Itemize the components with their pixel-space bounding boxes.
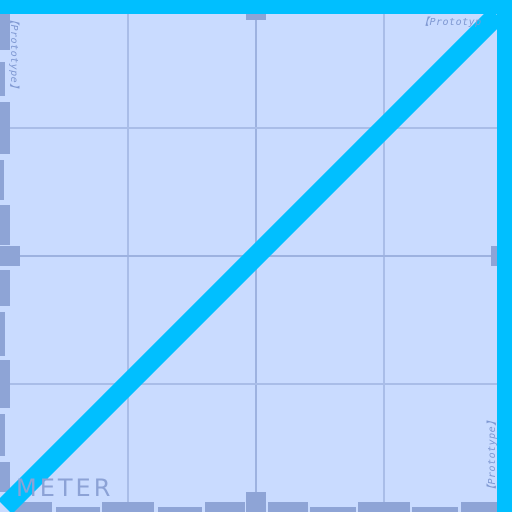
- left-ruler-mark: [0, 360, 10, 408]
- bottom-ruler-mark: [158, 507, 202, 512]
- grid-line-horizontal-1: [0, 127, 512, 129]
- left-ruler-mark: [0, 312, 5, 356]
- bottom-ruler-mark: [246, 492, 266, 512]
- bottom-ruler-mark: [358, 502, 410, 512]
- top-center-tick: [246, 14, 266, 20]
- watermark-bottom-right: 【Prototype】: [487, 415, 498, 495]
- left-ruler-mark: [0, 462, 10, 492]
- left-ruler-mark: [0, 160, 4, 200]
- left-ruler-mark: [0, 246, 20, 266]
- left-ruler-mark: [0, 14, 10, 50]
- left-ruler-mark: [0, 414, 5, 456]
- bottom-ruler-mark: [205, 502, 245, 512]
- meter-needle: [0, 7, 505, 512]
- meter-frame-right: [497, 0, 512, 512]
- left-ruler-mark: [0, 205, 10, 245]
- left-ruler-mark: [0, 270, 10, 306]
- grid-line-horizontal-3: [0, 383, 512, 385]
- bottom-ruler-mark: [56, 507, 100, 512]
- bottom-ruler-mark: [412, 507, 458, 512]
- left-ruler-mark: [0, 102, 10, 154]
- bottom-ruler-mark: [461, 502, 497, 512]
- watermark-top-right: 【Prototyp: [419, 17, 482, 28]
- meter-frame-top: [0, 0, 512, 14]
- bottom-ruler-mark: [102, 502, 154, 512]
- bottom-ruler-mark: [310, 507, 356, 512]
- meter-label: METER: [16, 474, 114, 502]
- bottom-ruler-mark: [268, 502, 308, 512]
- left-ruler-mark: [0, 62, 5, 96]
- bottom-ruler-mark: [14, 502, 52, 512]
- watermark-top-left: 【Prototype】: [8, 14, 19, 94]
- right-center-tick: [491, 246, 497, 266]
